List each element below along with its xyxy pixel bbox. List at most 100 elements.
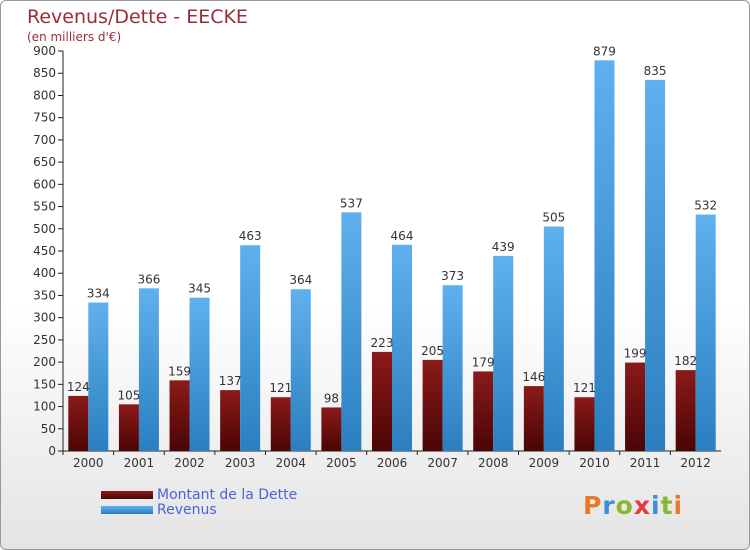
- x-tick-label: 2008: [478, 456, 509, 470]
- x-tick-label: 2002: [174, 456, 205, 470]
- chart-title: Revenus/Dette - EECKE: [27, 6, 248, 28]
- x-tick-label: 2010: [579, 456, 610, 470]
- x-tick-label: 2011: [630, 456, 661, 470]
- x-tick-label: 2009: [529, 456, 560, 470]
- bar-dette-2009: [523, 386, 544, 451]
- bar-dette-2002: [169, 380, 190, 451]
- chart-legend: Montant de la Dette Revenus: [101, 486, 298, 518]
- logo-letter: o: [615, 491, 634, 520]
- y-tick-label: 750: [33, 111, 56, 125]
- bar-dette-2008: [473, 371, 494, 451]
- y-tick-label: 350: [33, 288, 56, 302]
- data-label-revenus-2012: 532: [694, 199, 717, 213]
- data-label-revenus-2010: 879: [593, 44, 616, 58]
- y-tick-label: 450: [33, 244, 56, 258]
- legend-label-revenus: Revenus: [157, 501, 217, 518]
- y-tick-label: 50: [41, 422, 56, 436]
- y-tick-label: 850: [33, 66, 56, 80]
- bar-dette-2006: [372, 351, 392, 451]
- y-tick-label: 150: [33, 377, 56, 391]
- bar-revenus-2006: [392, 244, 412, 451]
- x-tick-label: 2003: [225, 456, 256, 470]
- x-tick-label: 2012: [680, 456, 711, 470]
- y-tick-label: 550: [33, 200, 56, 214]
- y-tick-label: 800: [33, 88, 56, 102]
- y-tick-label: 400: [33, 266, 56, 280]
- logo-letter: i: [651, 491, 661, 520]
- data-label-dette-2003: 137: [219, 374, 242, 388]
- y-tick-label: 200: [33, 355, 56, 369]
- bar-dette-2001: [118, 404, 139, 451]
- legend-label-dette: Montant de la Dette: [157, 486, 298, 503]
- bar-revenus-2004: [290, 289, 311, 451]
- bar-revenus-2005: [341, 212, 362, 451]
- x-tick-label: 2006: [377, 456, 408, 470]
- data-label-dette-2008: 179: [472, 355, 495, 369]
- data-label-revenus-2002: 345: [188, 282, 211, 296]
- x-tick-label: 2004: [275, 456, 306, 470]
- y-tick-label: 700: [33, 133, 56, 147]
- data-label-revenus-2005: 537: [340, 196, 363, 210]
- bar-dette-2011: [625, 362, 646, 451]
- data-label-revenus-2008: 439: [492, 240, 515, 254]
- data-label-revenus-2004: 364: [289, 273, 312, 287]
- data-label-dette-2001: 105: [117, 388, 140, 402]
- legend-swatch-revenus: [101, 505, 153, 514]
- bar-dette-2000: [68, 395, 89, 451]
- bar-revenus-2000: [88, 302, 109, 451]
- data-label-dette-2002: 159: [168, 364, 191, 378]
- y-tick-label: 300: [33, 311, 56, 325]
- bar-revenus-2007: [442, 285, 463, 451]
- bar-revenus-2002: [189, 297, 210, 451]
- data-label-revenus-2000: 334: [87, 287, 110, 301]
- bar-dette-2004: [270, 397, 291, 451]
- legend-item-dette: Montant de la Dette: [101, 486, 298, 503]
- data-label-dette-2006: 223: [371, 336, 394, 350]
- y-tick-label: 900: [33, 44, 56, 58]
- data-label-dette-2005: 98: [324, 391, 339, 405]
- y-tick-label: 0: [48, 444, 56, 458]
- logo-letter: P: [583, 491, 603, 520]
- bar-revenus-2011: [645, 79, 666, 451]
- logo-letter: x: [633, 491, 651, 520]
- x-tick-label: 2007: [427, 456, 458, 470]
- legend-swatch-dette: [101, 490, 153, 499]
- data-label-dette-2004: 121: [269, 381, 292, 395]
- data-label-dette-2007: 205: [421, 344, 444, 358]
- data-label-dette-2009: 146: [522, 370, 545, 384]
- bar-revenus-2001: [138, 288, 159, 451]
- data-label-dette-2010: 121: [573, 381, 596, 395]
- logo-letter: i: [673, 491, 684, 520]
- bar-dette-2003: [220, 390, 241, 451]
- logo-letter: r: [602, 491, 616, 520]
- x-tick-label: 2001: [124, 456, 155, 470]
- data-label-revenus-2003: 463: [239, 229, 262, 243]
- y-tick-label: 100: [33, 400, 56, 414]
- y-tick-label: 600: [33, 177, 56, 191]
- y-tick-label: 250: [33, 333, 56, 347]
- proxiti-logo: Proxiti: [583, 491, 683, 520]
- bar-revenus-2008: [493, 255, 514, 451]
- data-label-revenus-2007: 373: [441, 269, 464, 283]
- bar-dette-2010: [574, 397, 595, 451]
- data-label-dette-2012: 182: [674, 354, 697, 368]
- x-tick-label: 2005: [326, 456, 357, 470]
- data-label-revenus-2011: 835: [644, 64, 667, 78]
- y-tick-label: 650: [33, 155, 56, 169]
- logo-letter: t: [660, 491, 674, 520]
- chart-subtitle: (en milliers d'€): [27, 30, 122, 44]
- bar-dette-2012: [675, 370, 696, 451]
- legend-item-revenus: Revenus: [101, 501, 297, 518]
- y-tick-label: 500: [33, 222, 56, 236]
- bar-revenus-2012: [695, 214, 716, 451]
- bar-dette-2007: [422, 359, 443, 451]
- data-label-revenus-2006: 464: [391, 229, 414, 243]
- data-label-revenus-2001: 366: [137, 272, 160, 286]
- bar-dette-2005: [321, 407, 342, 451]
- data-label-dette-2000: 124: [67, 380, 90, 394]
- data-label-dette-2011: 199: [624, 347, 647, 361]
- bar-revenus-2003: [240, 245, 261, 451]
- x-tick-label: 2000: [73, 456, 104, 470]
